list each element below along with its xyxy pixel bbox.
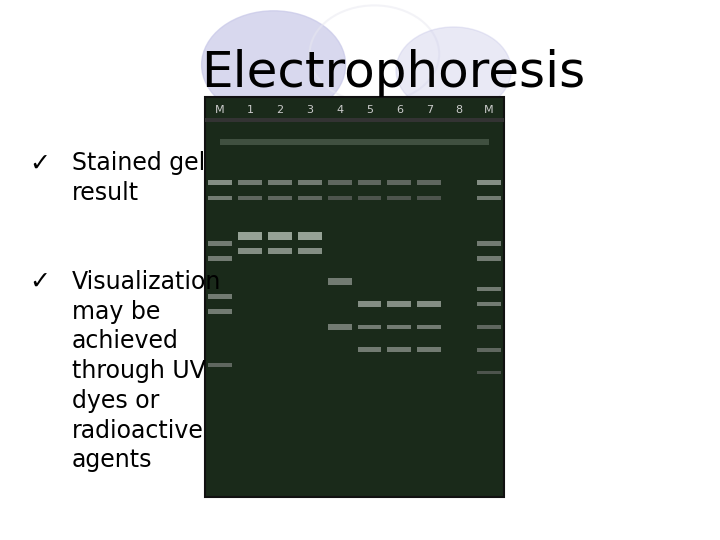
Text: 1: 1 (246, 105, 253, 116)
Bar (477, 180, 501, 185)
Bar (208, 241, 232, 246)
Bar (238, 196, 262, 200)
Bar (387, 325, 411, 329)
Bar (238, 180, 262, 185)
Bar (238, 248, 262, 254)
Bar (328, 324, 351, 330)
Bar (358, 301, 382, 307)
Text: 6: 6 (396, 105, 403, 116)
Bar (268, 248, 292, 254)
Bar (298, 196, 322, 200)
Text: Stained gel: Stained gel (72, 151, 205, 175)
Bar (477, 196, 501, 200)
Bar (268, 232, 292, 240)
Bar (358, 325, 382, 329)
Text: may be: may be (72, 300, 161, 323)
Text: 7: 7 (426, 105, 433, 116)
Circle shape (396, 27, 511, 113)
Bar (205, 118, 504, 122)
Bar (268, 196, 292, 200)
Text: M: M (215, 105, 225, 116)
Bar (387, 301, 411, 307)
Bar (220, 139, 489, 145)
Bar (328, 180, 351, 185)
Bar (358, 347, 382, 352)
Bar (418, 196, 441, 200)
Bar (418, 301, 441, 307)
Bar (268, 180, 292, 185)
Bar (477, 302, 501, 306)
Text: ✓: ✓ (29, 151, 50, 175)
Bar (298, 248, 322, 254)
Bar (238, 232, 262, 240)
Bar (477, 256, 501, 261)
Bar (418, 347, 441, 352)
Bar (208, 256, 232, 261)
Bar (208, 294, 232, 299)
Bar (208, 309, 232, 314)
Bar (208, 363, 232, 367)
Bar (477, 325, 501, 329)
Bar (328, 196, 351, 200)
Bar (477, 287, 501, 292)
Bar (358, 196, 382, 200)
Bar (208, 180, 232, 185)
Text: 5: 5 (366, 105, 373, 116)
Text: agents: agents (72, 448, 153, 472)
Bar (298, 232, 322, 240)
Text: Electrophoresis: Electrophoresis (202, 49, 586, 97)
Bar (358, 180, 382, 185)
Text: 2: 2 (276, 105, 284, 116)
Bar (477, 241, 501, 246)
Circle shape (202, 11, 346, 119)
Bar (418, 325, 441, 329)
Text: 8: 8 (456, 105, 463, 116)
Bar (387, 180, 411, 185)
Bar (298, 180, 322, 185)
Bar (387, 347, 411, 352)
Bar (387, 196, 411, 200)
Text: M: M (485, 105, 494, 116)
Bar (208, 196, 232, 200)
Text: radioactive: radioactive (72, 418, 204, 442)
Text: ✓: ✓ (29, 270, 50, 294)
Text: Visualization: Visualization (72, 270, 221, 294)
Bar (477, 348, 501, 352)
Text: 3: 3 (306, 105, 313, 116)
Text: achieved: achieved (72, 329, 179, 353)
Bar (477, 371, 501, 374)
Bar (418, 180, 441, 185)
FancyBboxPatch shape (205, 97, 504, 497)
Text: through UV: through UV (72, 359, 206, 383)
Bar (328, 278, 351, 285)
Text: result: result (72, 181, 139, 205)
Text: dyes or: dyes or (72, 389, 159, 413)
Text: 4: 4 (336, 105, 343, 116)
